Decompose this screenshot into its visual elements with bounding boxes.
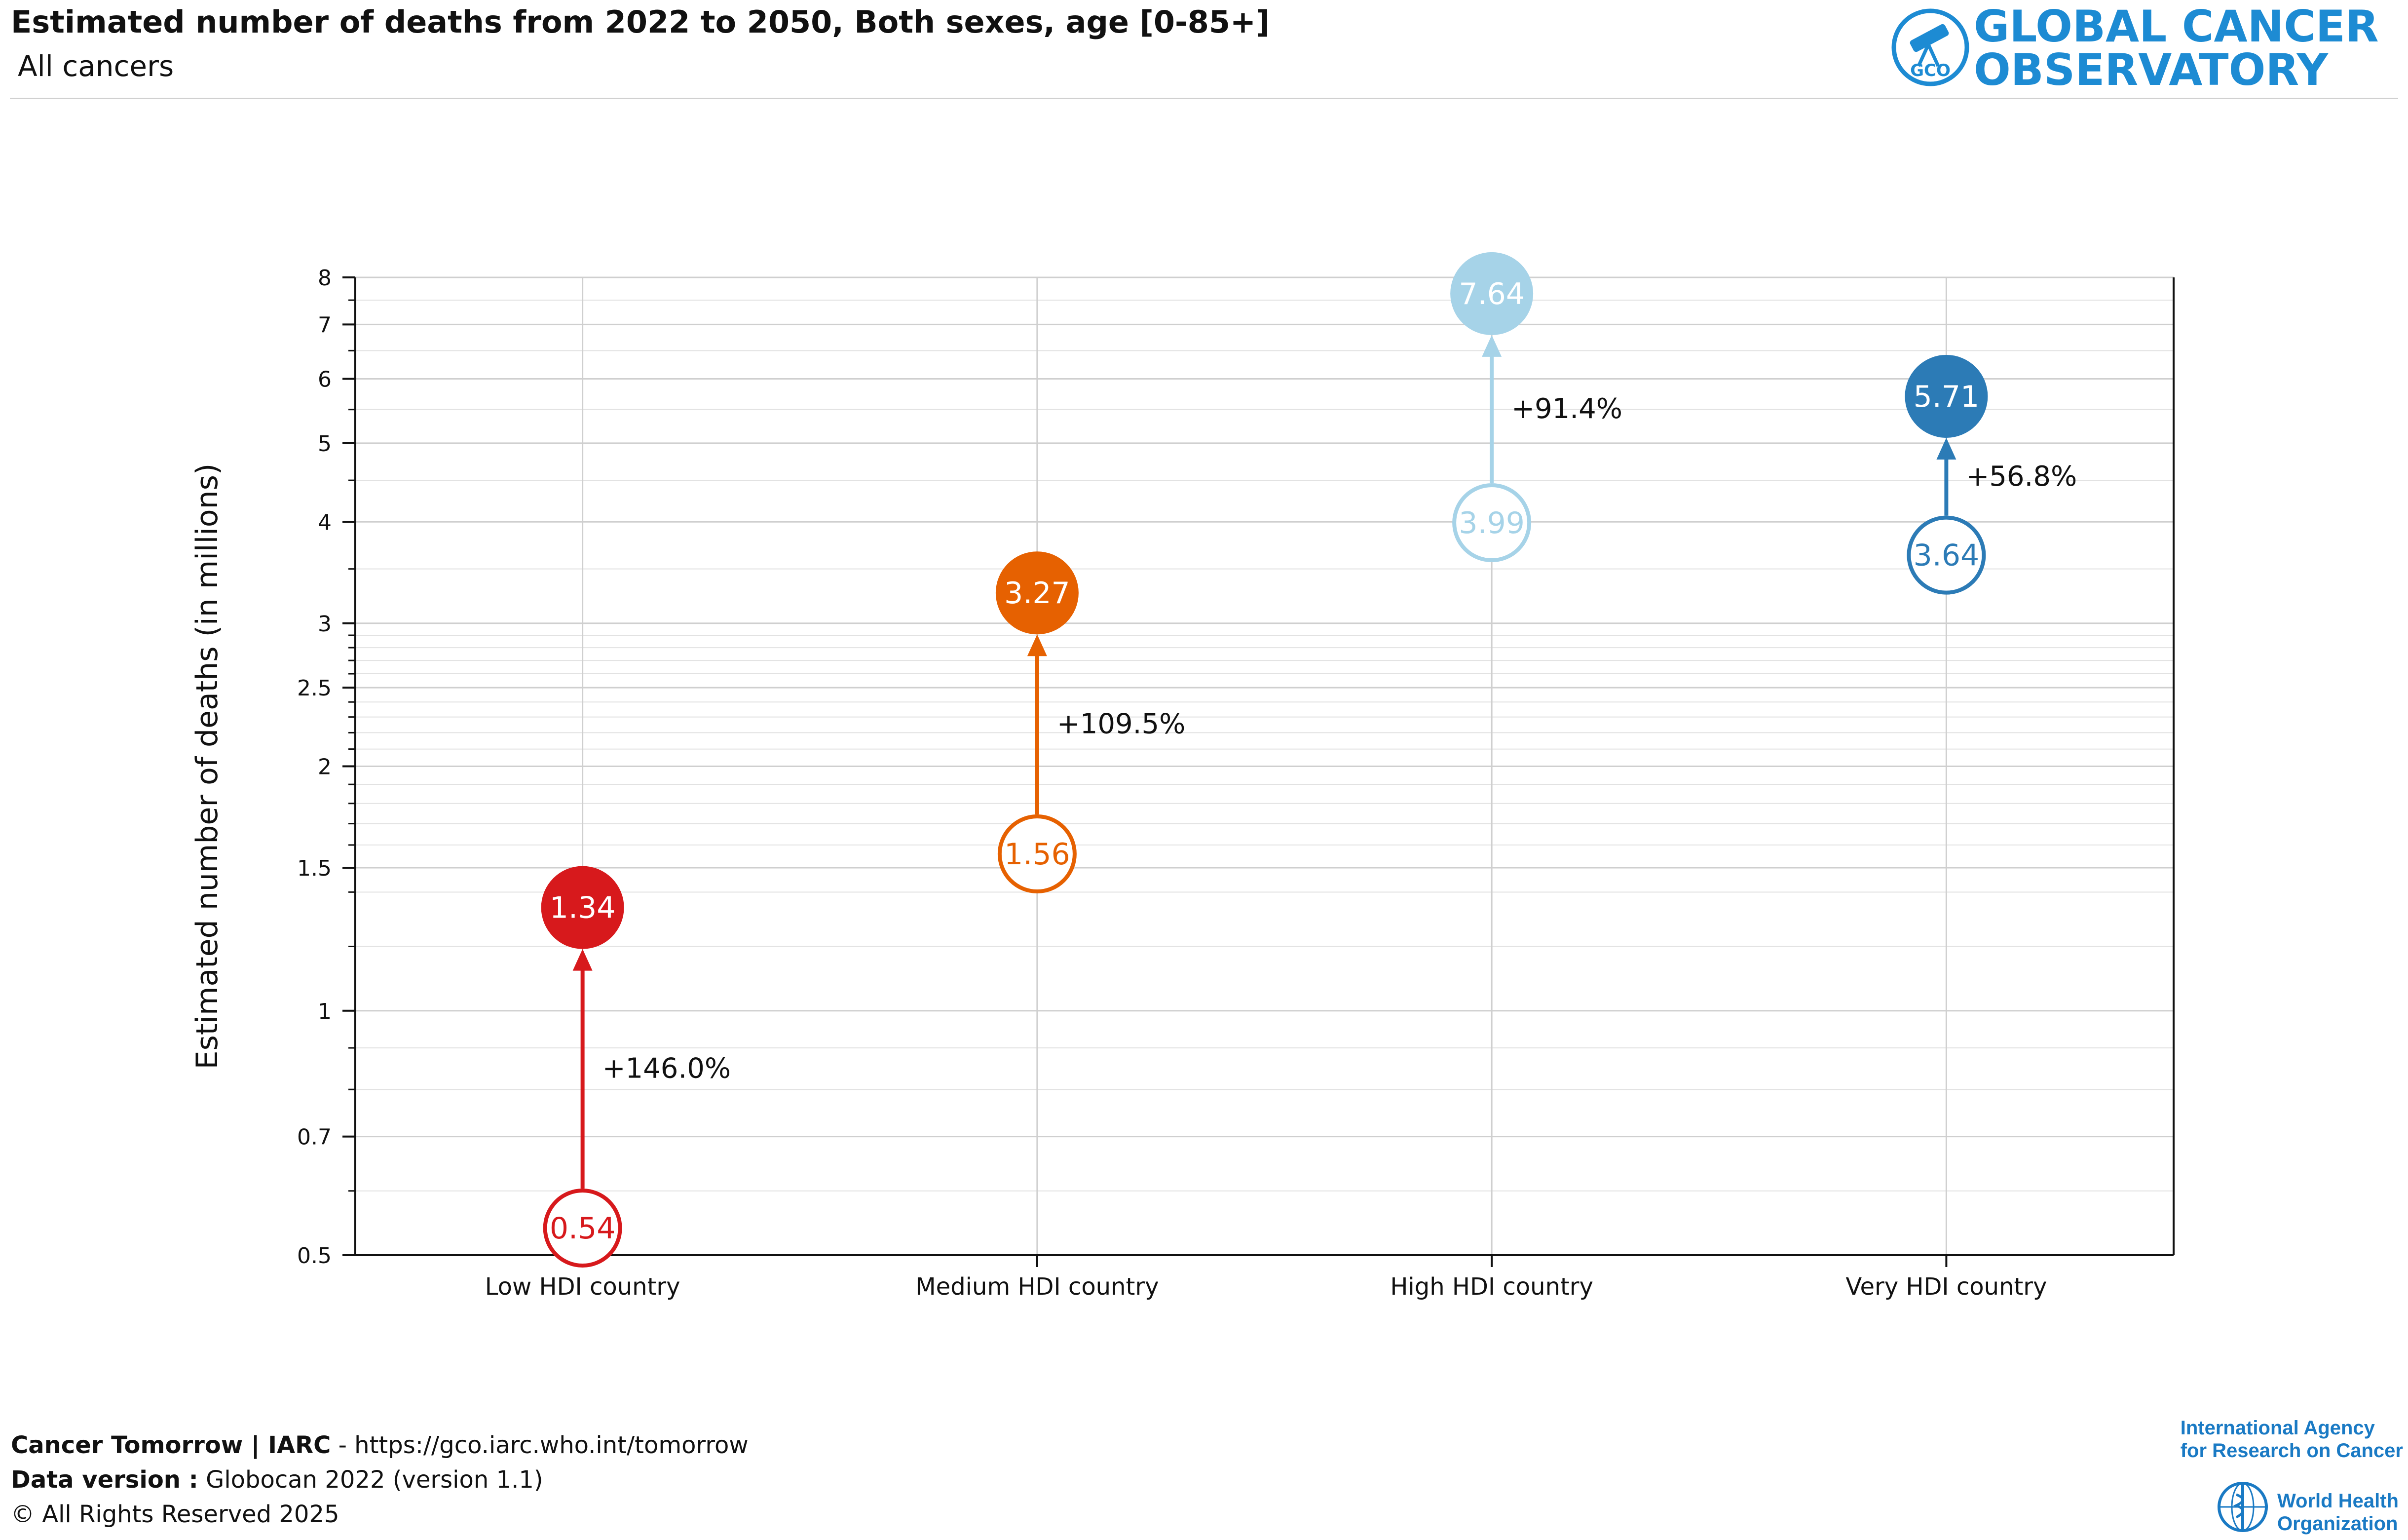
- gco-badge-text: GCO: [1910, 61, 1951, 80]
- telescope-icon: GCO: [1891, 8, 1969, 86]
- y-tick-label: 4: [318, 510, 332, 535]
- y-tick-label: 8: [318, 266, 332, 291]
- who-emblem-icon: [2218, 1482, 2268, 1532]
- value-label-2022: 3.64: [1914, 539, 1980, 573]
- y-tick-label: 5: [318, 431, 332, 457]
- footer-source-url: - https://gco.iarc.who.int/tomorrow: [331, 1431, 749, 1459]
- change-percent-label: +91.4%: [1511, 393, 1622, 425]
- chart-subtitle: All cancers: [18, 49, 174, 83]
- x-tick-label: High HDI country: [1390, 1273, 1593, 1301]
- y-tick-label: 6: [318, 367, 332, 392]
- iarc-who-logo: International Agency for Research on Can…: [2181, 1417, 2403, 1535]
- change-arrowhead: [1027, 634, 1047, 656]
- point-2022: [1907, 515, 1986, 595]
- who-line1: World Health: [2277, 1490, 2399, 1512]
- y-axis-title: Estimated number of deaths (in millions): [190, 463, 225, 1070]
- footer-version: Data version : Globocan 2022 (version 1.…: [11, 1466, 543, 1494]
- value-label-2022: 0.54: [550, 1211, 616, 1246]
- chart-title: Estimated number of deaths from 2022 to …: [11, 4, 1270, 40]
- footer-version-value: Globocan 2022 (version 1.1): [198, 1466, 543, 1494]
- value-label-2050: 1.34: [550, 891, 616, 925]
- x-tick-label: Very HDI country: [1845, 1273, 2047, 1301]
- value-label-2022: 3.99: [1459, 506, 1525, 540]
- gco-logo: GCO GLOBAL CANCER OBSERVATORY: [1890, 5, 2383, 94]
- footer-source-bold: Cancer Tomorrow | IARC: [11, 1431, 331, 1459]
- point-2050: [1905, 354, 1988, 438]
- who-line2: Organization: [2277, 1513, 2398, 1535]
- point-2022: [997, 814, 1077, 894]
- point-2050: [995, 551, 1079, 635]
- y-tick-label: 2.5: [297, 676, 332, 701]
- footer-copyright: © All Rights Reserved 2025: [11, 1501, 339, 1528]
- header-divider: [10, 98, 2398, 99]
- gco-wordmark: GLOBAL CANCER OBSERVATORY: [1974, 5, 2379, 92]
- y-tick-label: 0.5: [297, 1243, 332, 1269]
- value-label-2050: 5.71: [1914, 380, 1980, 414]
- change-percent-label: +109.5%: [1057, 708, 1185, 740]
- change-percent-label: +56.8%: [1966, 461, 2077, 493]
- footer-version-bold: Data version :: [11, 1466, 198, 1494]
- point-2050: [1450, 252, 1534, 335]
- point-2022: [543, 1189, 622, 1268]
- change-percent-label: +146.0%: [602, 1052, 731, 1084]
- y-tick-label: 1.5: [297, 856, 332, 881]
- x-tick-label: Medium HDI country: [915, 1273, 1159, 1301]
- x-tick-label: Low HDI country: [485, 1273, 680, 1301]
- value-label-2050: 3.27: [1004, 576, 1070, 611]
- change-arrowhead: [1936, 437, 1956, 460]
- change-arrowhead: [1482, 335, 1502, 357]
- y-tick-label: 1: [318, 999, 332, 1024]
- point-2050: [541, 866, 624, 949]
- point-2022: [1452, 483, 1532, 563]
- y-tick-label: 2: [318, 755, 332, 780]
- value-label-2022: 1.56: [1004, 837, 1070, 872]
- footer-source: Cancer Tomorrow | IARC - https://gco.iar…: [11, 1431, 749, 1459]
- iarc-line1: International Agency: [2180, 1417, 2375, 1439]
- gco-line1: GLOBAL CANCER: [1974, 1, 2379, 52]
- iarc-line2: for Research on Cancer: [2180, 1440, 2403, 1462]
- change-arrowhead: [572, 949, 593, 971]
- y-tick-label: 3: [318, 612, 332, 637]
- gco-line2: OBSERVATORY: [1974, 44, 2329, 95]
- value-label-2050: 7.64: [1459, 277, 1525, 311]
- y-tick-label: 0.7: [297, 1125, 332, 1150]
- y-tick-label: 7: [318, 312, 332, 338]
